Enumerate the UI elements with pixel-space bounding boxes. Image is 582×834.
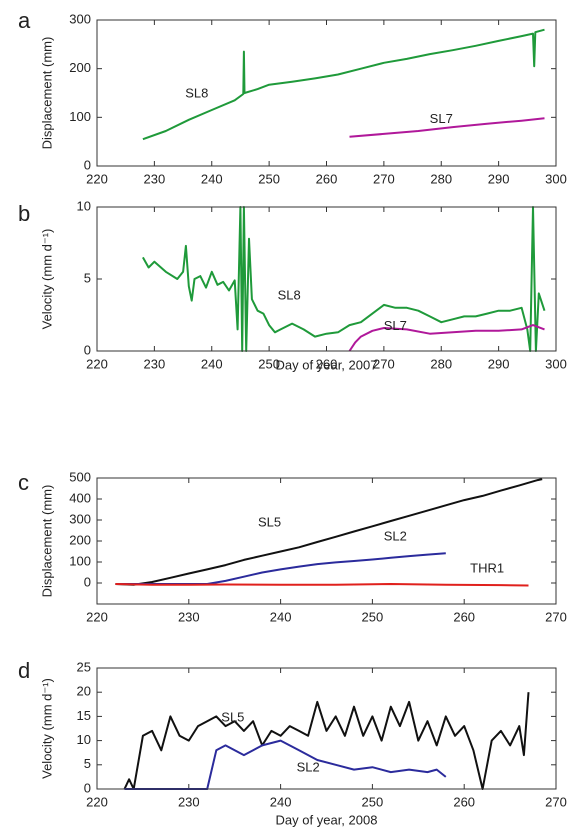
y-tick-label: 500 <box>69 469 91 484</box>
x-tick-label: 250 <box>258 171 280 186</box>
x-tick-label: 260 <box>453 794 475 809</box>
y-tick-label: 20 <box>77 684 91 699</box>
y-axis-title: Displacement (mm) <box>39 485 54 598</box>
x-tick-label: 230 <box>178 609 200 624</box>
panel-label: b <box>18 201 30 226</box>
x-tick-label: 220 <box>86 356 108 371</box>
series-label: SL2 <box>384 528 407 543</box>
data-line <box>142 206 546 352</box>
x-tick-label: 260 <box>453 609 475 624</box>
series-label: SL7 <box>430 111 453 126</box>
x-tick-label: 250 <box>362 794 384 809</box>
y-tick-label: 5 <box>84 270 91 285</box>
x-axis-title: Day of year, 2007 <box>276 357 378 372</box>
x-tick-label: 270 <box>545 794 567 809</box>
series-label: SL5 <box>258 514 281 529</box>
panel-label: c <box>18 470 29 495</box>
x-tick-label: 240 <box>201 356 223 371</box>
y-tick-label: 5 <box>84 756 91 771</box>
data-line <box>123 692 530 790</box>
series-label: SL5 <box>221 709 244 724</box>
y-tick-label: 0 <box>84 342 91 357</box>
y-axis-title: Velocity (mm d⁻¹) <box>39 229 54 330</box>
y-tick-label: 400 <box>69 490 91 505</box>
plot-frame <box>96 667 557 790</box>
x-tick-label: 280 <box>430 171 452 186</box>
x-tick-label: 220 <box>86 171 108 186</box>
y-tick-label: 300 <box>69 11 91 26</box>
data-line <box>115 478 543 586</box>
x-tick-label: 260 <box>316 356 338 371</box>
x-tick-label: 220 <box>86 794 108 809</box>
y-tick-label: 200 <box>69 60 91 75</box>
x-tick-label: 270 <box>545 609 567 624</box>
y-axis-title: Displacement (mm) <box>39 37 54 150</box>
x-tick-label: 270 <box>373 356 395 371</box>
y-tick-label: 0 <box>84 157 91 172</box>
data-line <box>349 117 545 138</box>
y-tick-label: 0 <box>84 780 91 795</box>
series-label: SL8 <box>185 85 208 100</box>
series-label: THR1 <box>470 560 504 575</box>
data-line <box>115 583 529 587</box>
x-tick-label: 290 <box>488 356 510 371</box>
x-tick-label: 270 <box>373 171 395 186</box>
data-line <box>124 739 447 790</box>
x-tick-label: 280 <box>430 356 452 371</box>
panel-label: a <box>18 8 31 33</box>
x-tick-label: 240 <box>270 794 292 809</box>
y-tick-label: 200 <box>69 532 91 547</box>
plot-frame <box>96 477 557 605</box>
series-label: SL7 <box>384 318 407 333</box>
y-tick-label: 25 <box>77 659 91 674</box>
x-tick-label: 230 <box>178 794 200 809</box>
y-axis-title: Velocity (mm d⁻¹) <box>39 678 54 779</box>
x-tick-label: 250 <box>362 609 384 624</box>
series-label: SL8 <box>278 288 301 303</box>
x-tick-label: 260 <box>316 171 338 186</box>
x-axis-title: Day of year, 2008 <box>276 812 378 827</box>
x-tick-label: 300 <box>545 171 567 186</box>
data-line <box>348 324 545 352</box>
x-tick-label: 300 <box>545 356 567 371</box>
y-tick-label: 15 <box>77 708 91 723</box>
x-tick-label: 220 <box>86 609 108 624</box>
data-line <box>142 28 545 141</box>
data-line <box>115 552 446 585</box>
y-tick-label: 10 <box>77 732 91 747</box>
x-tick-label: 240 <box>201 171 223 186</box>
plot-frame <box>96 206 557 352</box>
x-tick-label: 290 <box>488 171 510 186</box>
panel-label: d <box>18 658 30 683</box>
x-tick-label: 250 <box>258 356 280 371</box>
y-tick-label: 100 <box>69 109 91 124</box>
x-tick-label: 230 <box>144 356 166 371</box>
series-label: SL2 <box>297 760 320 775</box>
y-tick-label: 10 <box>77 198 91 213</box>
y-tick-label: 100 <box>69 553 91 568</box>
y-tick-label: 300 <box>69 511 91 526</box>
plot-frame <box>96 19 557 167</box>
x-tick-label: 240 <box>270 609 292 624</box>
x-tick-label: 230 <box>144 171 166 186</box>
y-tick-label: 0 <box>84 574 91 589</box>
